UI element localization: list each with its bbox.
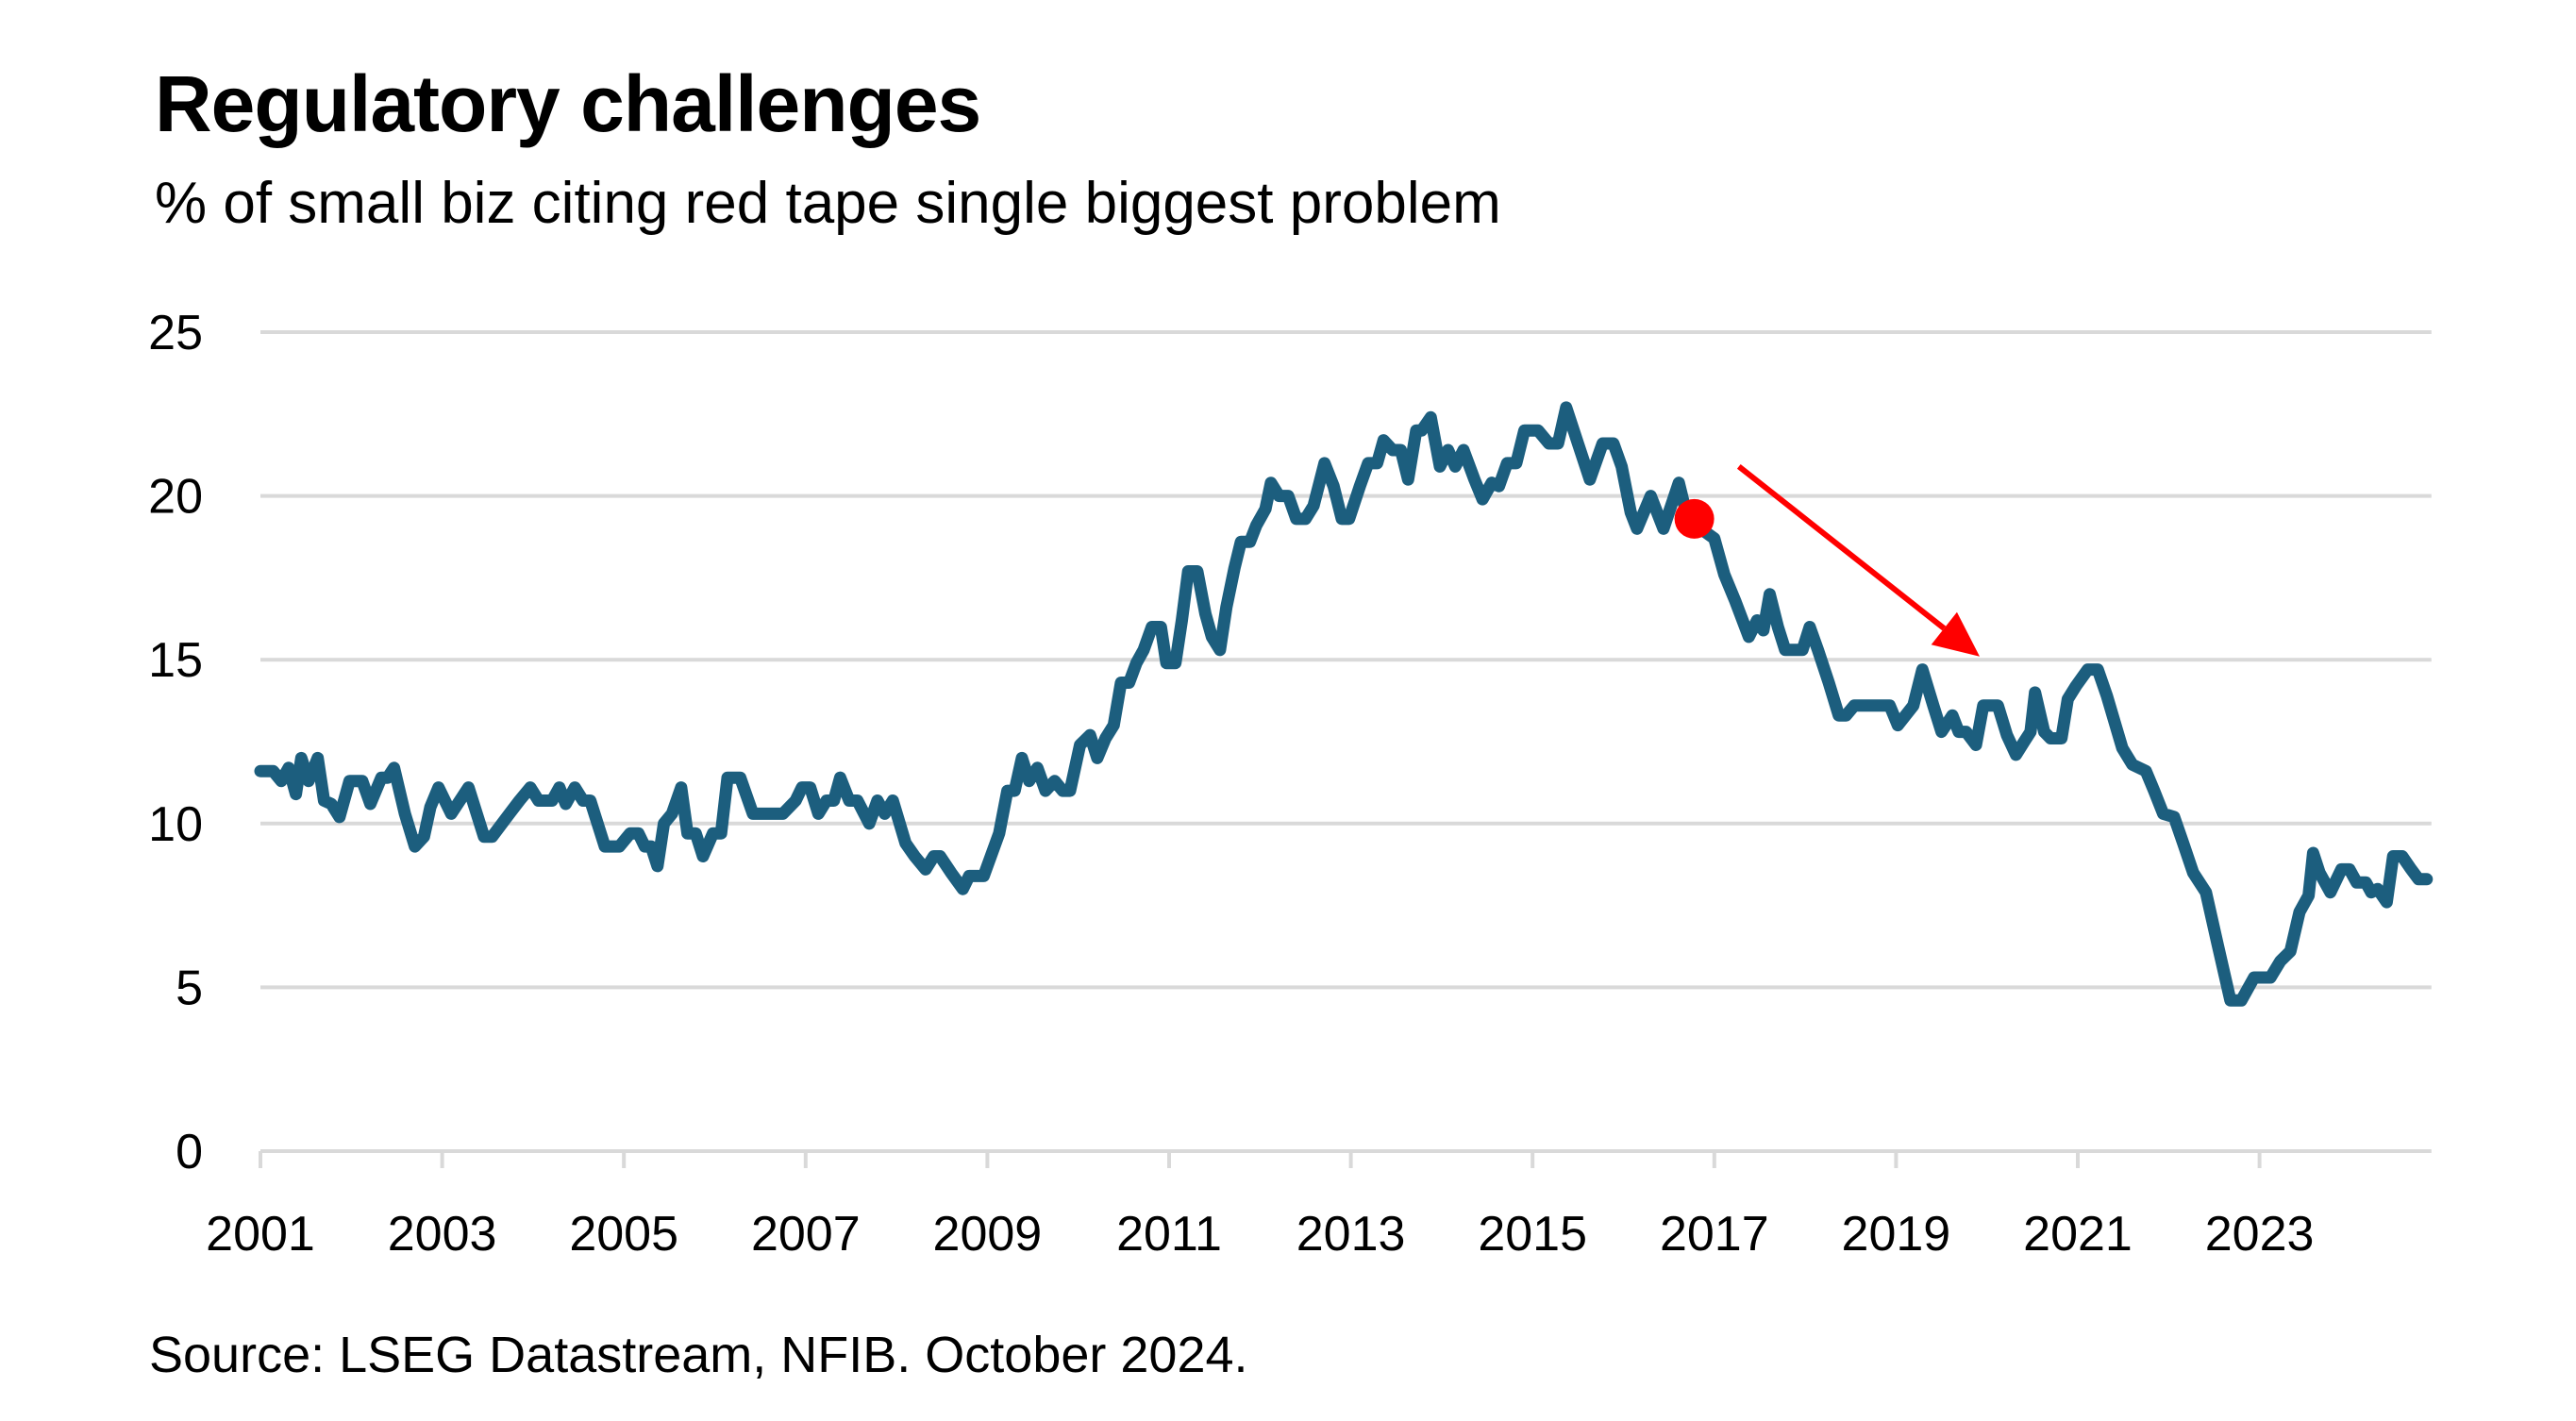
y-tick-label: 25 bbox=[148, 306, 203, 360]
y-tick-label: 20 bbox=[148, 470, 203, 525]
chart-subtitle: % of small biz citing red tape single bi… bbox=[155, 171, 1501, 236]
x-axis: 2001 2003 2005 2007 2009 2011 2013 2015 2017 2019… bbox=[206, 1151, 2314, 1262]
x-tick-label: 2009 bbox=[933, 1207, 1043, 1262]
gridlines bbox=[260, 330, 2432, 1153]
x-tick-label: 2019 bbox=[1842, 1207, 1951, 1262]
x-tick-label: 2011 bbox=[1116, 1207, 1222, 1262]
x-tick-label: 2021 bbox=[2023, 1207, 2133, 1262]
x-tick-label: 2015 bbox=[1478, 1207, 1587, 1262]
y-tick-label: 15 bbox=[148, 633, 203, 688]
x-tick-label: 2001 bbox=[206, 1207, 315, 1262]
x-tick-label: 2023 bbox=[2205, 1207, 2315, 1262]
series-line bbox=[254, 401, 2434, 1007]
x-tick-label: 2013 bbox=[1296, 1207, 1406, 1262]
y-tick-label: 0 bbox=[176, 1125, 203, 1179]
source-note: Source: LSEG Datastream, NFIB. October 2… bbox=[149, 1327, 1248, 1383]
y-tick-label: 10 bbox=[148, 797, 203, 852]
x-tick-label: 2003 bbox=[388, 1207, 497, 1262]
trend-arrow-shaft bbox=[1736, 463, 1947, 631]
trend-arrow-head bbox=[1931, 611, 1980, 657]
x-tick-label: 2017 bbox=[1660, 1207, 1769, 1262]
y-tick-label: 5 bbox=[176, 961, 203, 1015]
y-axis-ticks: 0 5 10 15 20 25 bbox=[148, 306, 203, 1179]
chart-title: Regulatory challenges bbox=[155, 59, 981, 148]
highlight-marker bbox=[1674, 498, 1715, 539]
annotations bbox=[1674, 463, 1980, 657]
series bbox=[254, 401, 2434, 1007]
x-tick-label: 2005 bbox=[569, 1207, 678, 1262]
x-tick-label: 2007 bbox=[751, 1207, 861, 1262]
